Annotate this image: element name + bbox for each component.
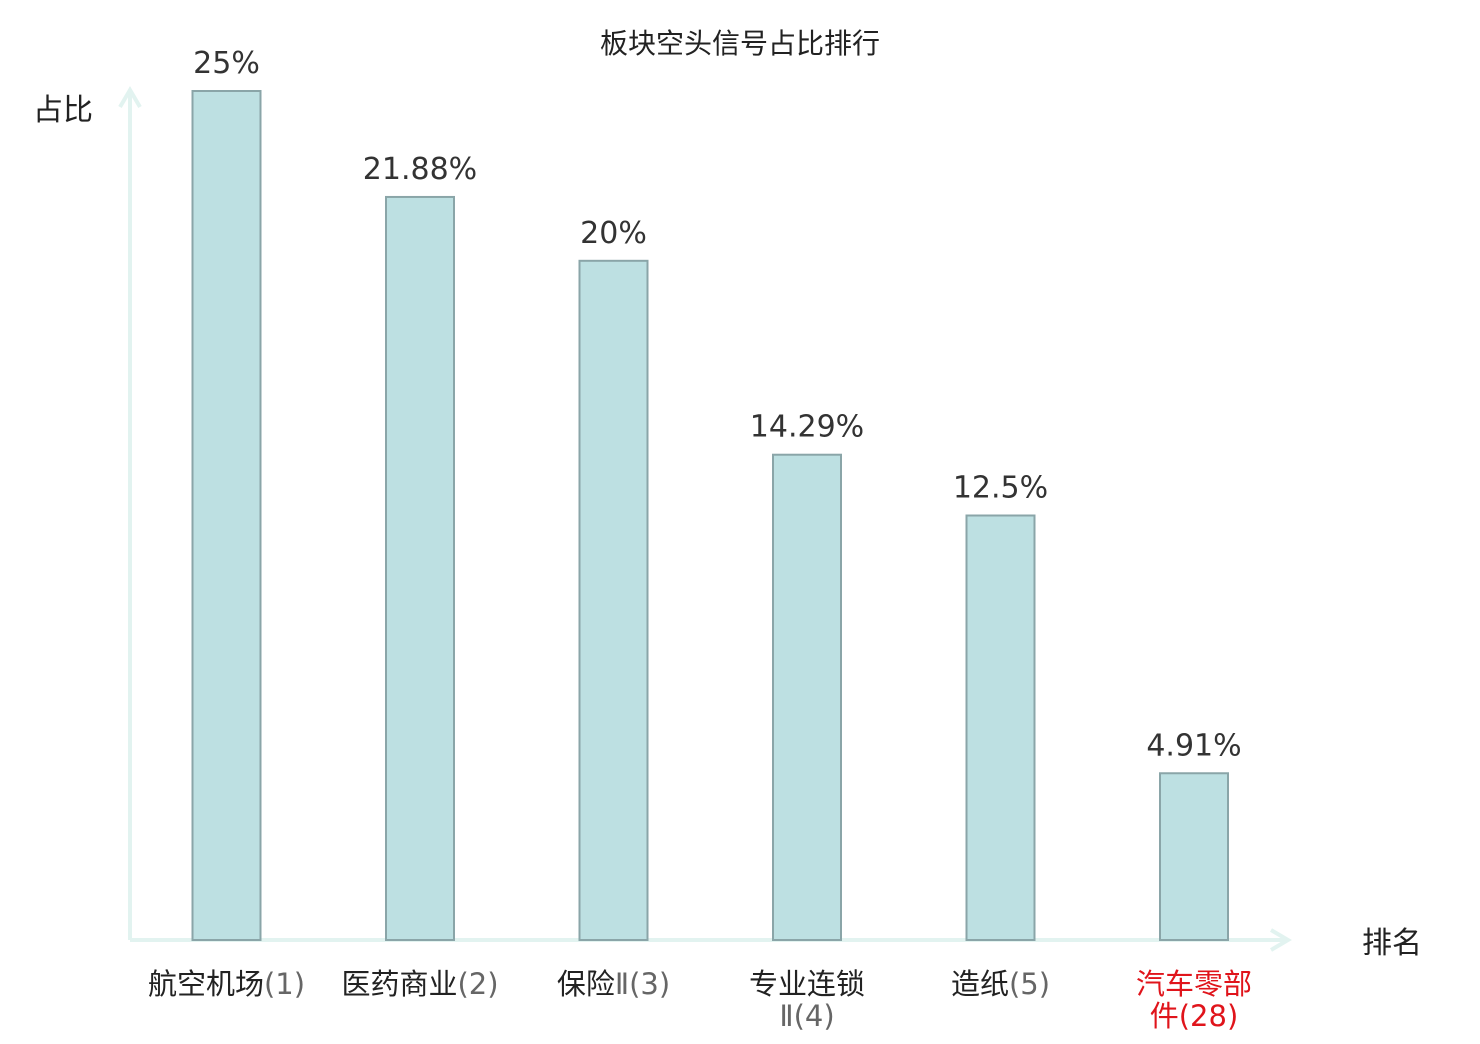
bar bbox=[965, 514, 1036, 941]
category-name: 件 bbox=[1150, 999, 1179, 1033]
category-name: 专业连锁 bbox=[749, 967, 865, 1001]
category-rank: Ⅱ(3) bbox=[615, 967, 670, 1001]
x-axis-arrow bbox=[1269, 928, 1292, 952]
chart-axes bbox=[118, 86, 1292, 952]
category-rank: (28) bbox=[1179, 999, 1239, 1033]
bar bbox=[772, 453, 842, 941]
value-label: 12.5% bbox=[953, 471, 1048, 506]
category-label: 汽车零部 bbox=[1136, 967, 1252, 1001]
category-label: 专业连锁 bbox=[749, 967, 865, 1001]
category-name: 航空机场 bbox=[148, 967, 264, 1001]
category-rank: (5) bbox=[1009, 967, 1050, 1001]
bar bbox=[1159, 772, 1229, 942]
category-label: 件(28) bbox=[1150, 999, 1239, 1033]
x-axis-label: 排名 bbox=[1362, 926, 1422, 961]
category-label: 航空机场(1) bbox=[148, 967, 305, 1001]
category-label: Ⅱ(4) bbox=[779, 999, 834, 1033]
bar-group bbox=[191, 90, 1229, 942]
value-label: 25% bbox=[193, 46, 260, 81]
chart-title: 板块空头信号占比排行 bbox=[600, 27, 880, 60]
category-label: 造纸(5) bbox=[951, 967, 1050, 1001]
category-name: 保险 bbox=[557, 967, 615, 1001]
value-label: 20% bbox=[580, 216, 647, 251]
category-rank: (1) bbox=[264, 967, 305, 1001]
bar bbox=[385, 195, 455, 941]
value-label: 4.91% bbox=[1146, 728, 1241, 763]
category-label: 医药商业(2) bbox=[341, 967, 498, 1001]
category-name: 汽车零部 bbox=[1136, 967, 1252, 1001]
bar bbox=[578, 259, 649, 941]
value-label: 14.29% bbox=[750, 410, 864, 445]
y-axis-arrow bbox=[118, 86, 142, 109]
bar bbox=[191, 90, 262, 941]
value-label-group: 25% 21.88% 20% 14.29% 12.5% 4.91% bbox=[193, 46, 1242, 763]
value-label: 21.88% bbox=[363, 152, 477, 187]
category-name: 医药商业 bbox=[341, 967, 457, 1001]
category-name: 造纸 bbox=[951, 967, 1009, 1001]
y-axis-label: 占比 bbox=[33, 93, 93, 128]
category-rank: Ⅱ(4) bbox=[779, 999, 834, 1033]
category-label: 保险Ⅱ(3) bbox=[557, 967, 670, 1001]
category-rank: (2) bbox=[457, 967, 498, 1001]
